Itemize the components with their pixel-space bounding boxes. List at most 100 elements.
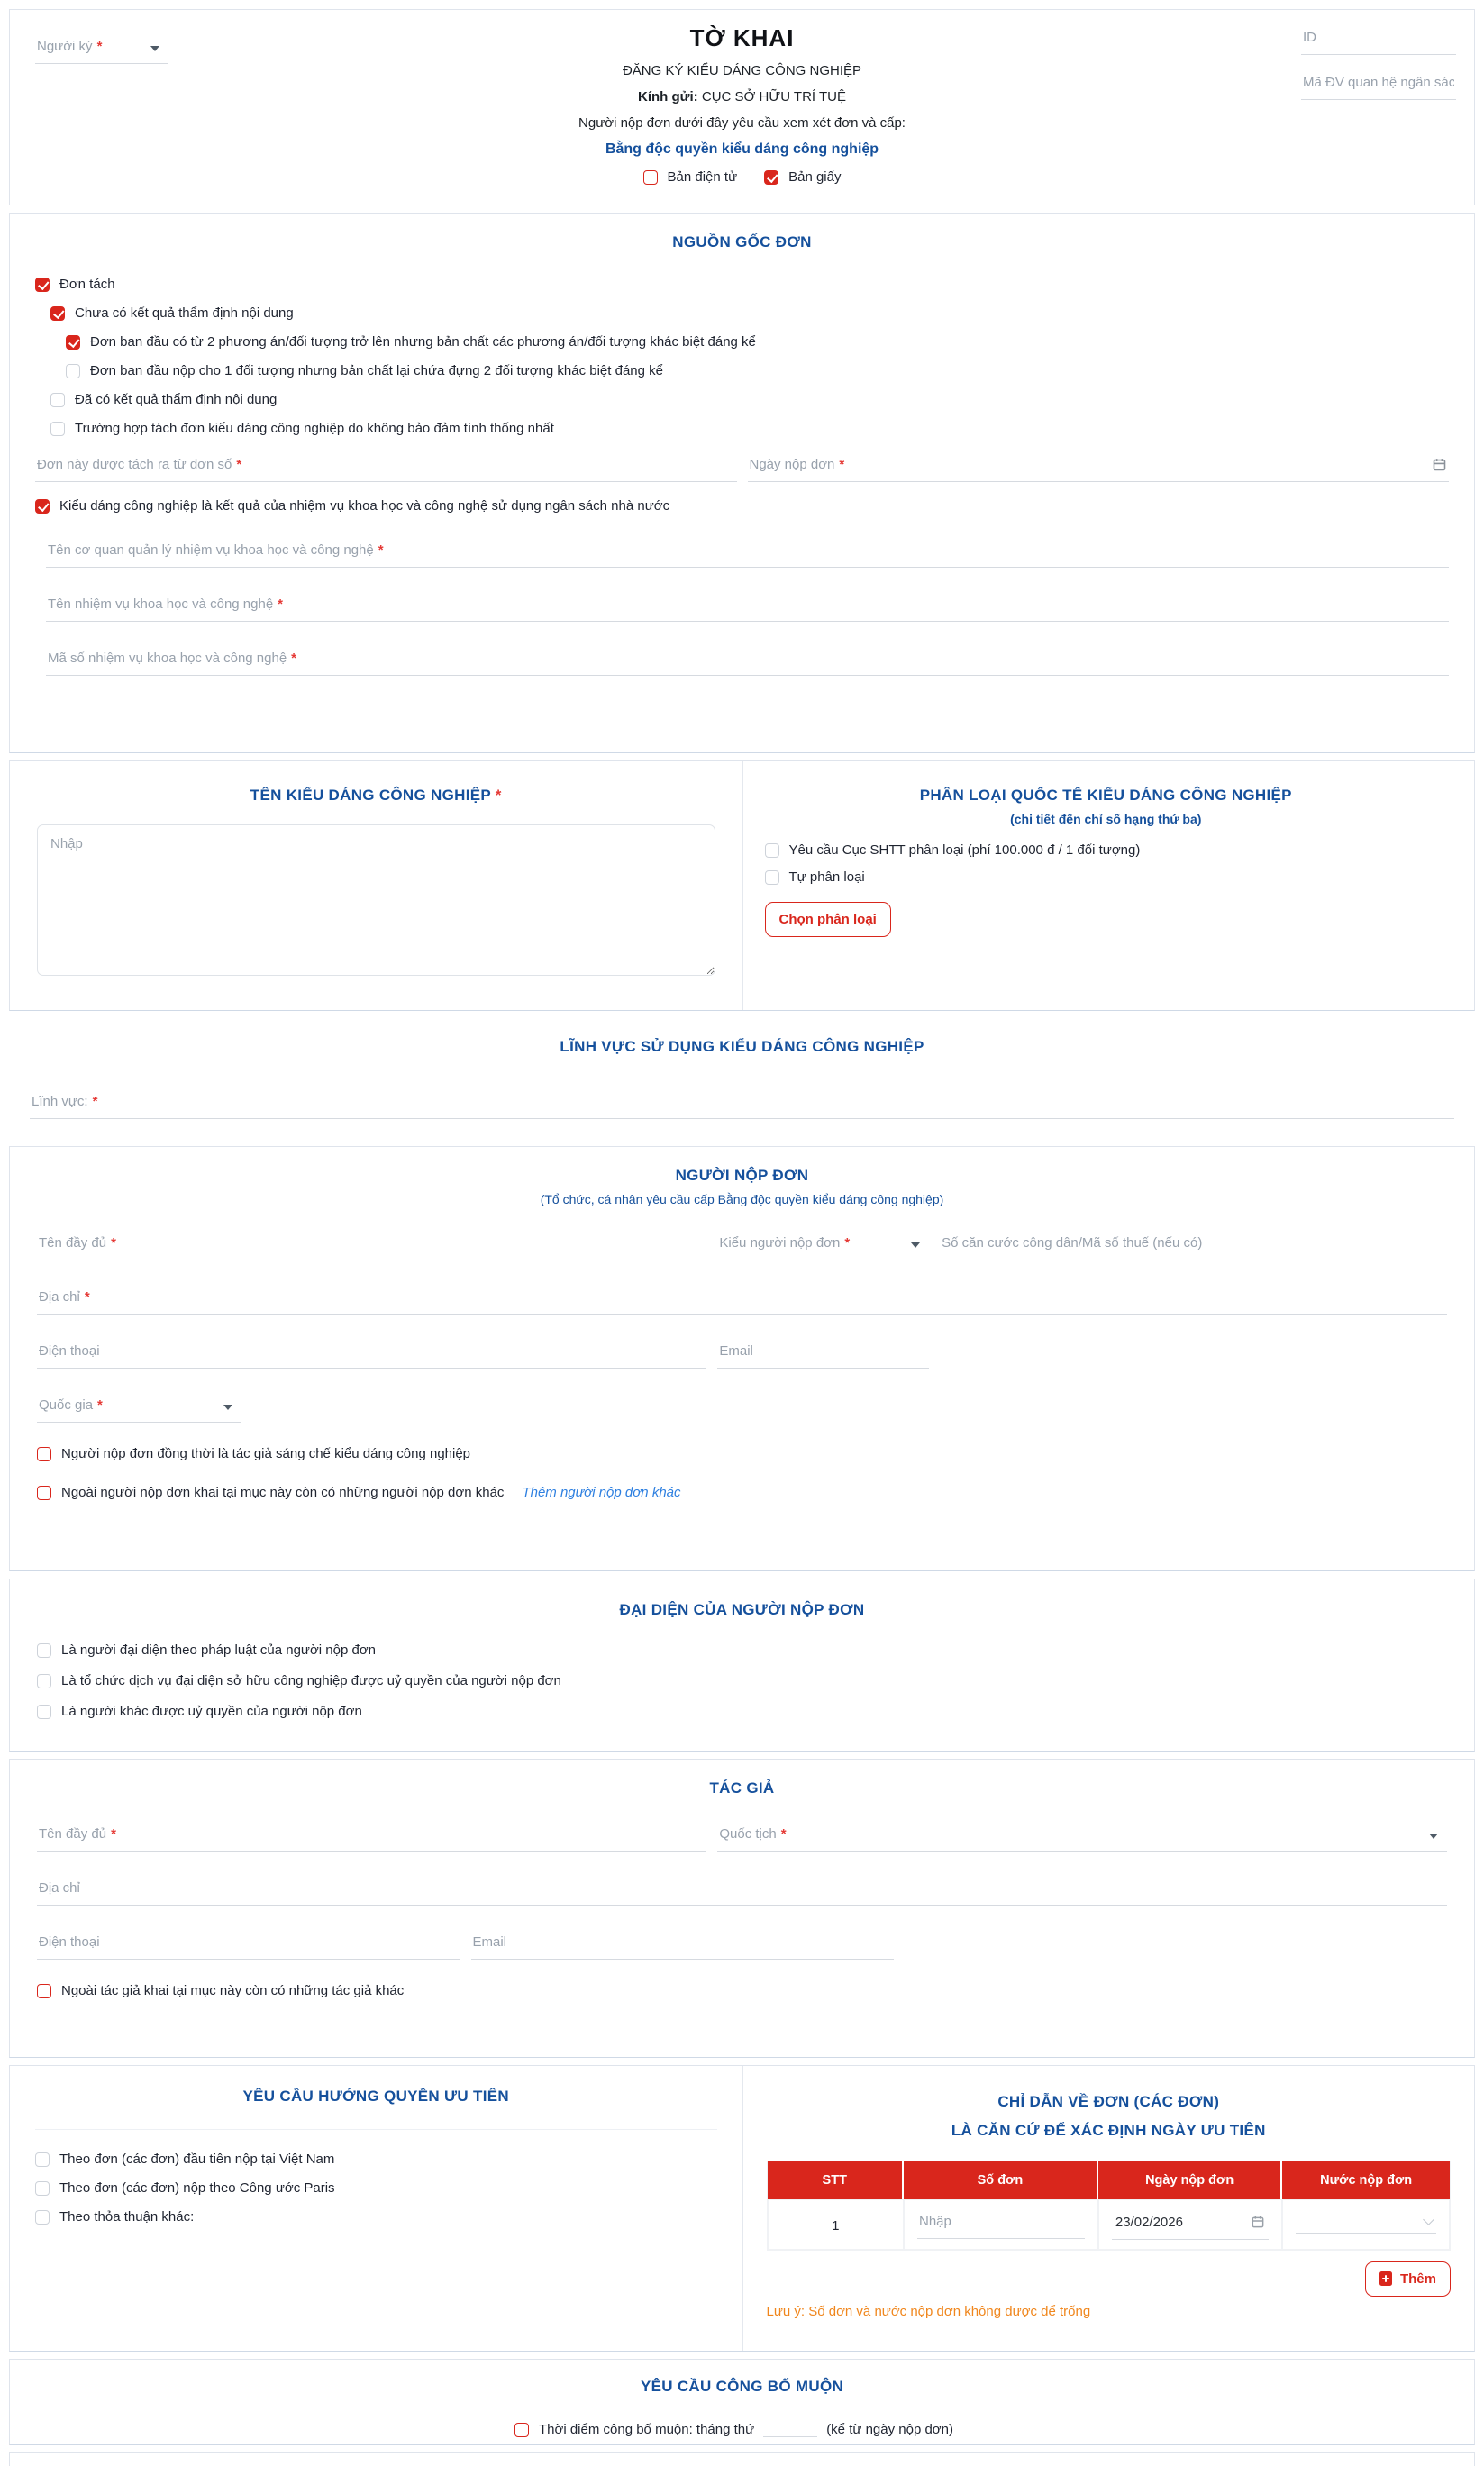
field-label: Ngày nộp đơn [749,457,835,472]
managing-agency-field[interactable]: Tên cơ quan quản lý nhiệm vụ khoa học và… [46,535,1449,568]
checkbox-office-classifies[interactable]: Yêu cầu Cục SHTT phân loại (phí 100.000 … [764,842,1448,858]
applicant-address-row: Địa chỉ * [37,1282,1447,1315]
applicant-type-select[interactable]: Kiểu người nộp đơn * [717,1228,930,1260]
applicant-country-select[interactable]: Quốc gia * [37,1390,241,1423]
checkbox-self-classify[interactable]: Tự phân loại [764,869,1448,885]
parent-application-number-field[interactable]: Đơn này được tách ra từ đơn số * [35,450,737,482]
checkbox[interactable] [35,2152,50,2167]
checkbox-original-two-variants[interactable]: Đơn ban đầu có từ 2 phương án/đối tượng … [66,334,1449,350]
request-line: Người nộp đơn dưới đây yêu cầu xem xét đ… [578,115,906,131]
checkbox[interactable] [35,2209,50,2225]
section-title-origin: NGUỒN GỐC ĐƠN [672,233,812,250]
checkbox[interactable] [764,169,779,185]
add-applicant-link[interactable]: Thêm người nộp đơn khác [522,1485,681,1500]
applicant-phone-input[interactable] [37,1336,707,1369]
author-phone-input[interactable] [37,1927,460,1960]
checkbox[interactable] [37,1642,51,1658]
checkbox-paris-convention[interactable]: Theo đơn (các đơn) nộp theo Công ước Par… [35,2180,717,2196]
checkbox[interactable] [37,1673,51,1688]
applicant-full-name-field[interactable]: Tên đầy đủ * [37,1228,707,1260]
priority-options: Theo đơn (các đơn) đầu tiên nộp tại Việt… [35,2152,717,2225]
checkbox-label: Trường hợp tách đơn kiểu dáng công nghiệ… [75,421,554,436]
design-name-column: TÊN KIỂU DÁNG CÔNG NGHIỆP * [10,761,742,1010]
checkbox-late-publication[interactable]: Thời điểm công bố muộn: tháng thứ [514,2422,754,2437]
copy-options: Bản điện tử Bản giấy [418,169,1067,185]
date-picker[interactable]: 23/02/2026 [1111,2213,1270,2240]
section-title-late-publication: YÊU CẦU CÔNG BỐ MUỘN [640,2378,844,2395]
checkbox[interactable] [50,421,65,436]
checkbox[interactable] [50,392,65,407]
priority-section: YÊU CẦU HƯỞNG QUYỀN ƯU TIÊN Theo đơn (cá… [9,2065,1475,2352]
checkbox-original-one-object[interactable]: Đơn ban đầu nộp cho 1 đối tượng nhưng bả… [66,363,1449,378]
checkbox[interactable] [66,334,80,350]
checkbox[interactable] [37,1983,51,1998]
filing-date-field[interactable]: Ngày nộp đơn * [747,450,1449,482]
checkbox-unity-split[interactable]: Trường hợp tách đơn kiểu dáng công nghiệ… [50,421,1449,436]
checkbox[interactable] [35,498,50,514]
checkbox-label: Theo thỏa thuận khác: [59,2209,195,2225]
applicant-address-field[interactable]: Địa chỉ * [37,1282,1447,1315]
author-email-input[interactable] [470,1927,894,1960]
checkbox[interactable] [35,2180,50,2196]
title-line-2: LÀ CĂN CỨ ĐỂ XÁC ĐỊNH NGÀY ƯU TIÊN [951,2122,1266,2140]
add-priority-row-button[interactable]: Thêm [1364,2261,1451,2297]
checkbox[interactable] [514,2422,529,2437]
checkbox[interactable] [642,169,658,185]
id-input[interactable] [1301,23,1456,55]
column-header-application-number: Số đơn [904,2161,1098,2199]
checkbox-no-substantive-result[interactable]: Chưa có kết quả thẩm định nội dung [50,305,1449,321]
country-select[interactable] [1296,2214,1436,2234]
checkbox-other-agreement[interactable]: Theo thỏa thuận khác: [35,2209,717,2225]
author-full-name-field[interactable]: Tên đầy đủ * [37,1819,707,1852]
checkbox-ip-agency[interactable]: Là tổ chức dịch vụ đại diện sở hữu công … [37,1673,1447,1688]
checkbox[interactable] [37,1704,51,1719]
checkbox-label: Yêu cầu Cục SHTT phân loại (phí 100.000 … [788,842,1141,858]
required-mark: * [839,457,845,472]
checkbox-more-authors[interactable]: Ngoài tác giả khai tại mục này còn có nh… [37,1983,1447,1998]
table-row: 1 23/02/2026 [767,2198,1451,2250]
author-nationality-select[interactable]: Quốc tịch * [717,1819,1447,1852]
checkbox[interactable] [764,842,779,858]
checkbox[interactable] [35,277,50,292]
checkbox-has-substantive-result[interactable]: Đã có kết quả thẩm định nội dung [50,392,1449,407]
checkbox-more-applicants[interactable]: Ngoài người nộp đơn khai tại mục này còn… [37,1485,1447,1500]
form-title-block: TỜ KHAI ĐĂNG KÝ KIỂU DÁNG CÔNG NGHIỆP Kí… [418,10,1067,185]
checkbox-label: Là tổ chức dịch vụ đại diện sở hữu công … [61,1673,561,1688]
choose-classification-button[interactable]: Chọn phân loại [764,902,891,937]
author-address-input[interactable] [37,1873,1447,1906]
applicant-subtitle: (Tổ chức, cá nhân yêu cầu cấp Bằng độc q… [540,1192,944,1206]
checkbox-state-budget-science-task[interactable]: Kiểu dáng công nghiệp là kết quả của nhi… [35,498,1449,514]
late-publication-suffix: (kể từ ngày nộp đơn) [826,2422,953,2437]
science-task-name-field[interactable]: Tên nhiệm vụ khoa học và công nghệ * [46,589,1449,622]
usage-field-input[interactable]: Lĩnh vực: * [30,1087,1454,1119]
author-address-row [37,1873,1447,1906]
section-title-usage: LĨNH VỰC SỬ DỤNG KIỂU DÁNG CÔNG NGHIỆP [560,1038,924,1055]
checkbox[interactable] [37,1485,51,1500]
applicant-contact-row [37,1336,1447,1369]
budget-relation-code-input[interactable] [1301,68,1456,100]
field-label: Tên cơ quan quản lý nhiệm vụ khoa học và… [48,542,374,558]
applicant-section: NGƯỜI NỘP ĐƠN (Tổ chức, cá nhân yêu cầu … [9,1146,1475,1571]
checkbox[interactable] [764,869,779,885]
calendar-icon[interactable] [1251,2215,1265,2229]
priority-note: Lưu ý: Số đơn và nước nộp đơn không được… [766,2303,1091,2319]
checkbox[interactable] [50,305,65,321]
applicant-email-input[interactable] [717,1336,930,1369]
design-name-textarea[interactable] [37,824,715,976]
checkbox-paper-copy[interactable]: Bản giấy [764,169,841,185]
checkbox-applicant-is-author[interactable]: Người nộp đơn đồng thời là tác giả sáng … [37,1446,1447,1461]
checkbox-label: Theo đơn (các đơn) nộp theo Công ước Par… [59,2180,335,2196]
checkbox[interactable] [37,1446,51,1461]
checkbox-legal-representative[interactable]: Là người đại diện theo pháp luật của ngư… [37,1642,1447,1658]
application-number-input[interactable] [917,2213,1085,2239]
science-task-code-field[interactable]: Mã số nhiệm vụ khoa học và công nghệ * [46,643,1449,676]
checkbox[interactable] [66,363,80,378]
month-number-input[interactable] [763,2419,818,2437]
checkbox-first-filed-vietnam[interactable]: Theo đơn (các đơn) đầu tiên nộp tại Việt… [35,2152,717,2167]
checkbox-divisional-application[interactable]: Đơn tách [35,277,1449,292]
checkbox-electronic-copy[interactable]: Bản điện tử [642,169,737,185]
calendar-icon[interactable] [1432,457,1447,472]
checkbox-other-authorized-person[interactable]: Là người khác được uỷ quyền của người nộ… [37,1704,1447,1719]
signer-select[interactable]: Người ký * [35,32,168,64]
applicant-id-number-field[interactable]: Số căn cước công dân/Mã số thuế (nếu có) [940,1228,1447,1260]
